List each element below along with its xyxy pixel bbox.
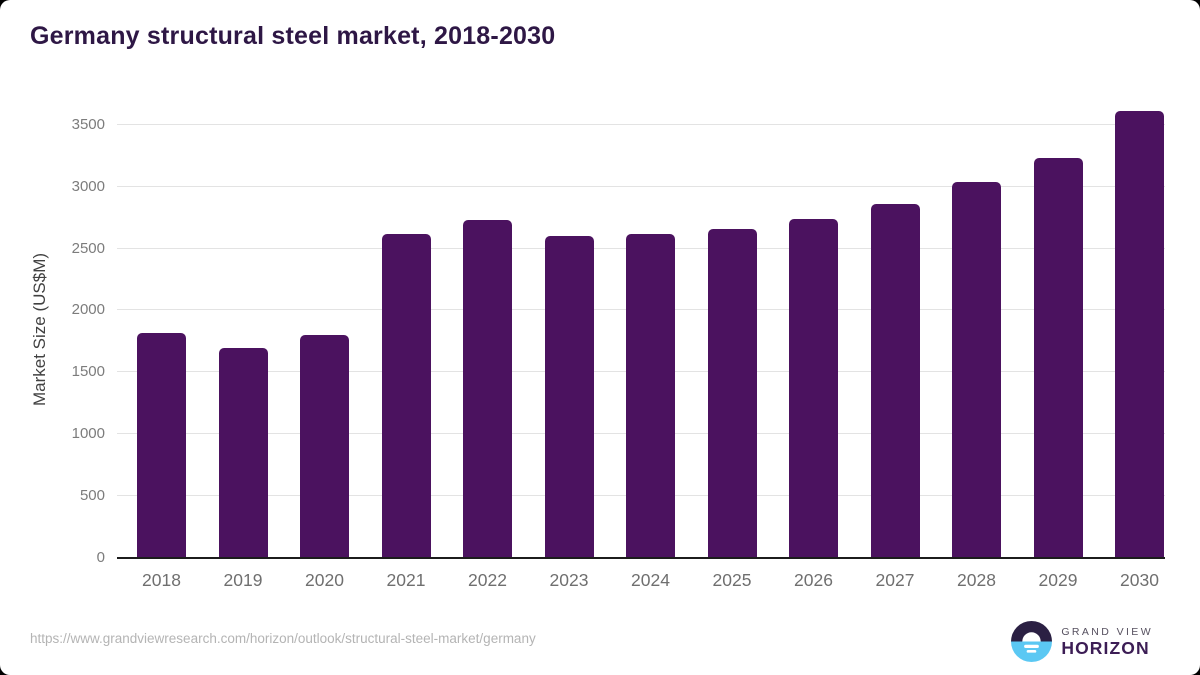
x-tick-label-2023: 2023 — [549, 570, 589, 590]
bar-chart-plot-area: 0 500 1000 1500 2000 2500 3000 3500 2018 2019 2020… — [72, 100, 1165, 590]
x-axis-line — [117, 557, 1165, 559]
bar-2028[interactable] — [952, 182, 1001, 558]
x-tick-label-2026: 2026 — [794, 570, 833, 590]
bar-2025[interactable] — [707, 229, 757, 558]
bar-2027[interactable] — [870, 204, 920, 558]
brand-wordmark: GRAND VIEW HORIZON — [1061, 626, 1153, 658]
brand-name-bottom: HORIZON — [1061, 637, 1150, 658]
source-url: https://www.grandviewresearch.com/horizo… — [30, 631, 536, 646]
chart-title: Germany structural steel market, 2018-20… — [30, 22, 556, 50]
brand-name-top: GRAND VIEW — [1061, 625, 1153, 638]
y-tick-label-500: 500 — [79, 487, 105, 505]
bar-2018[interactable] — [137, 333, 186, 558]
bar-2019[interactable] — [218, 348, 268, 558]
x-tick-label-2025: 2025 — [712, 570, 752, 590]
grand-view-horizon-logo-icon — [1011, 621, 1053, 662]
y-tick-label-3500: 3500 — [71, 115, 105, 133]
x-tick-label-2021: 2021 — [386, 570, 426, 590]
x-tick-label-2020: 2020 — [305, 570, 344, 590]
bar-2022[interactable] — [463, 220, 512, 558]
y-tick-label-1000: 1000 — [71, 425, 105, 443]
y-tick-label-2500: 2500 — [71, 239, 105, 257]
x-tick-label-2018: 2018 — [142, 570, 181, 590]
gridline-3000 — [117, 185, 1165, 187]
x-tick-label-2024: 2024 — [631, 570, 670, 590]
x-tick-label-2030: 2030 — [1120, 570, 1159, 590]
bar-2029[interactable] — [1033, 158, 1083, 558]
y-tick-label-0: 0 — [96, 549, 105, 566]
y-tick-label-1500: 1500 — [71, 363, 105, 381]
x-tick-label-2022: 2022 — [468, 570, 507, 590]
bar-2020[interactable] — [300, 335, 349, 558]
gridline-3500 — [117, 123, 1165, 125]
brand-logo: GRAND VIEW HORIZON — [1011, 621, 1153, 662]
x-tick-label-2028: 2028 — [957, 570, 996, 590]
bar-2021[interactable] — [381, 234, 431, 558]
x-tick-label-2029: 2029 — [1038, 570, 1078, 590]
y-tick-label-3000: 3000 — [71, 177, 105, 195]
bar-2023[interactable] — [544, 236, 594, 558]
x-tick-label-2027: 2027 — [875, 570, 915, 590]
y-tick-label-2000: 2000 — [71, 301, 105, 319]
x-tick-label-2019: 2019 — [223, 570, 263, 590]
bar-2030[interactable] — [1115, 111, 1164, 558]
bar-2024[interactable] — [626, 234, 675, 558]
bar-2026[interactable] — [789, 219, 838, 558]
